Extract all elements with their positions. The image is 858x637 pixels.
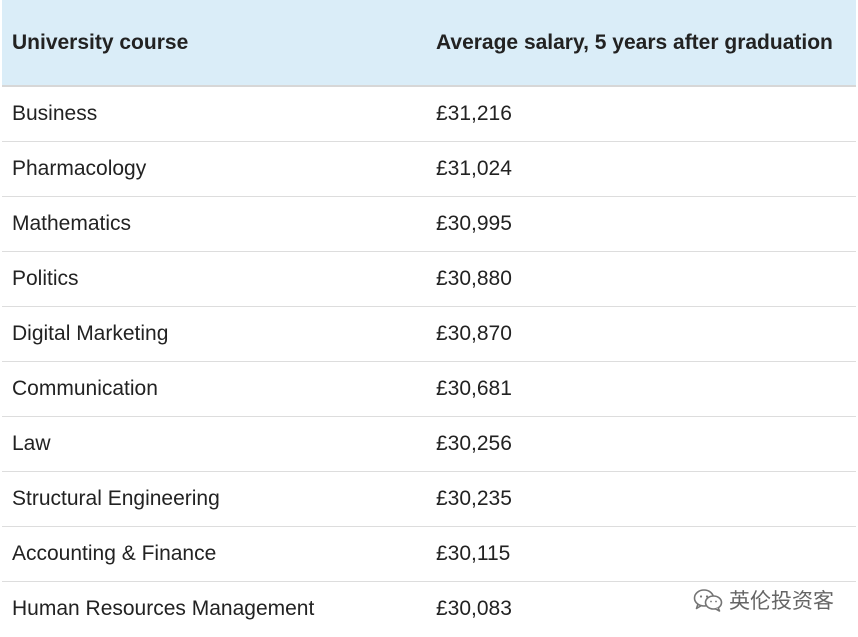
salary-cell: £30,681: [426, 361, 856, 417]
header-course: University course: [2, 0, 426, 87]
table-row: Accounting & Finance £30,115: [2, 526, 856, 582]
course-cell: Communication: [2, 361, 426, 417]
table-row: Digital Marketing £30,870: [2, 306, 856, 362]
table-row: Law £30,256: [2, 416, 856, 472]
salary-cell: £30,880: [426, 251, 856, 307]
table-header: University course Average salary, 5 year…: [2, 0, 856, 87]
table-row: Communication £30,681: [2, 361, 856, 417]
course-cell: Mathematics: [2, 196, 426, 252]
course-cell: Structural Engineering: [2, 471, 426, 527]
table-row: Structural Engineering £30,235: [2, 471, 856, 527]
salary-cell: £30,870: [426, 306, 856, 362]
table-row: Human Resources Management £30,083: [2, 581, 856, 636]
salary-cell: £30,235: [426, 471, 856, 527]
table-row: Business £31,216: [2, 86, 856, 142]
salary-cell: £31,024: [426, 141, 856, 197]
watermark-text: 英伦投资客: [729, 589, 834, 613]
table-body: Business £31,216 Pharmacology £31,024 Ma…: [2, 86, 856, 636]
course-cell: Pharmacology: [2, 141, 426, 197]
watermark: 英伦投资客: [693, 585, 834, 615]
course-cell: Accounting & Finance: [2, 526, 426, 582]
header-row: University course Average salary, 5 year…: [2, 0, 856, 87]
table-row: Mathematics £30,995: [2, 196, 856, 252]
salary-cell: £30,115: [426, 526, 856, 582]
course-cell: Human Resources Management: [12, 596, 315, 620]
salary-cell: £30,083: [436, 596, 512, 620]
course-cell: Politics: [2, 251, 426, 307]
header-salary: Average salary, 5 years after graduation: [426, 0, 856, 87]
course-cell: Digital Marketing: [2, 306, 426, 362]
salary-cell: £30,256: [426, 416, 856, 472]
course-cell: Law: [2, 416, 426, 472]
salary-cell: £31,216: [426, 86, 856, 142]
table-row: Pharmacology £31,024: [2, 141, 856, 197]
wechat-icon: [693, 588, 723, 612]
course-cell: Business: [2, 86, 426, 142]
salary-cell: £30,995: [426, 196, 856, 252]
table-row: Politics £30,880: [2, 251, 856, 307]
